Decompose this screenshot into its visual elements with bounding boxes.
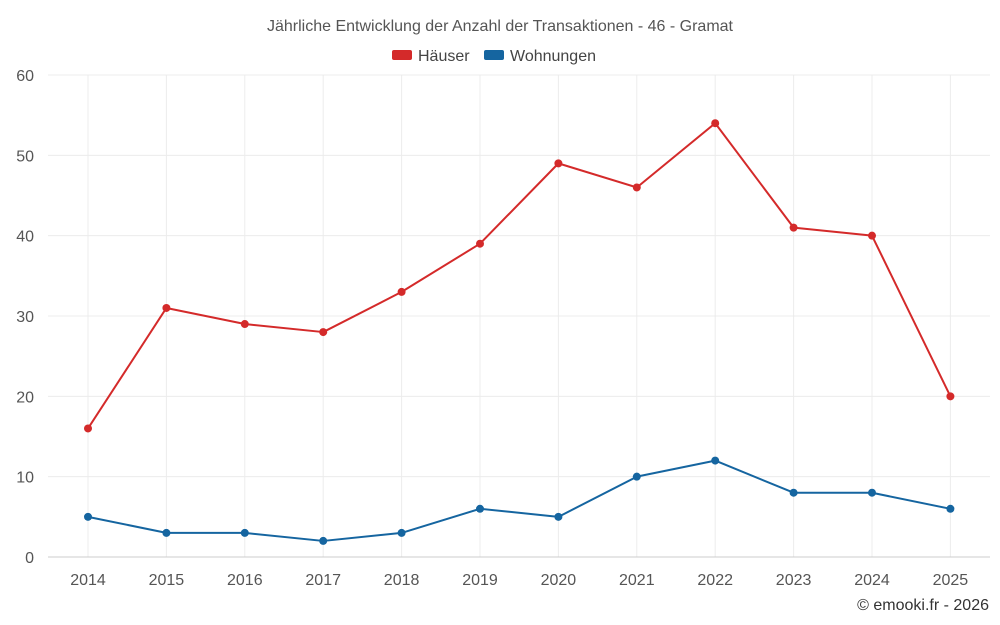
x-tick-label-2019: 2019	[462, 572, 498, 589]
x-tick-label-2025: 2025	[933, 572, 969, 589]
y-tick-label-60: 60	[16, 68, 34, 85]
series-line-wohnungen	[87, 459, 951, 542]
y-tick-label-10: 10	[16, 470, 34, 487]
y-tick-label-30: 30	[16, 309, 34, 326]
x-tick-label-2024: 2024	[854, 572, 890, 589]
data-point-haeuser-2017[interactable]	[319, 328, 328, 337]
data-point-wohnungen-2018[interactable]	[397, 528, 406, 537]
x-tick-label-2014: 2014	[70, 572, 106, 589]
legend[interactable]: Häuser Wohnungen	[392, 48, 596, 65]
y-tick-label-50: 50	[16, 148, 34, 165]
x-tick-label-2017: 2017	[305, 572, 341, 589]
x-tick-label-2016: 2016	[227, 572, 263, 589]
y-tick-label-0: 0	[25, 550, 34, 567]
data-point-haeuser-2020[interactable]	[554, 159, 563, 168]
series-line-haeuser	[87, 122, 952, 430]
x-tick-label-2023: 2023	[776, 572, 812, 589]
legend-label-wohnungen[interactable]: Wohnungen	[510, 48, 596, 65]
series-haeuser	[84, 119, 955, 433]
data-point-haeuser-2024[interactable]	[868, 231, 876, 240]
chart-title: Jährliche Entwicklung der Anzahl der Tra…	[267, 18, 734, 35]
data-point-wohnungen-2017[interactable]	[319, 536, 328, 545]
data-point-haeuser-2019[interactable]	[476, 239, 484, 248]
x-tick-label-2021: 2021	[619, 572, 655, 589]
grid	[48, 74, 990, 557]
data-point-haeuser-2016[interactable]	[240, 320, 249, 329]
data-point-wohnungen-2025[interactable]	[946, 504, 955, 513]
x-tick-label-2018: 2018	[384, 572, 420, 589]
data-point-wohnungen-2019[interactable]	[476, 504, 484, 513]
series-wohnungen	[84, 456, 955, 545]
y-axis-ticks: 0 10 20 30 40 50 60	[16, 68, 34, 567]
legend-swatch-wohnungen	[484, 50, 504, 60]
data-point-haeuser-2025[interactable]	[946, 392, 955, 401]
data-point-wohnungen-2022[interactable]	[711, 456, 720, 465]
series-layer	[84, 119, 955, 545]
x-axis-ticks: 2014 2015 2016 2017 2018 2019 2020 2021 2022 2023…	[70, 572, 968, 589]
data-point-haeuser-2021[interactable]	[632, 183, 641, 192]
data-point-haeuser-2015[interactable]	[162, 303, 171, 312]
x-tick-label-2020: 2020	[541, 572, 577, 589]
data-point-haeuser-2022[interactable]	[711, 119, 720, 128]
data-point-wohnungen-2016[interactable]	[240, 528, 249, 537]
data-point-wohnungen-2024[interactable]	[868, 488, 876, 497]
data-point-wohnungen-2021[interactable]	[632, 472, 641, 481]
data-point-wohnungen-2023[interactable]	[789, 488, 798, 497]
data-point-haeuser-2018[interactable]	[397, 287, 406, 296]
data-point-wohnungen-2014[interactable]	[84, 512, 92, 521]
legend-swatch-haeuser	[392, 50, 412, 60]
credit-text: © emooki.fr - 2026	[857, 597, 989, 614]
x-tick-label-2015: 2015	[149, 572, 185, 589]
data-point-wohnungen-2015[interactable]	[162, 528, 171, 537]
y-tick-label-40: 40	[16, 229, 34, 246]
data-point-haeuser-2023[interactable]	[789, 223, 798, 232]
legend-label-haeuser[interactable]: Häuser	[418, 48, 470, 65]
y-tick-label-20: 20	[16, 389, 34, 406]
x-tick-label-2022: 2022	[697, 572, 733, 589]
data-point-haeuser-2014[interactable]	[84, 424, 92, 433]
data-point-wohnungen-2020[interactable]	[554, 512, 563, 521]
